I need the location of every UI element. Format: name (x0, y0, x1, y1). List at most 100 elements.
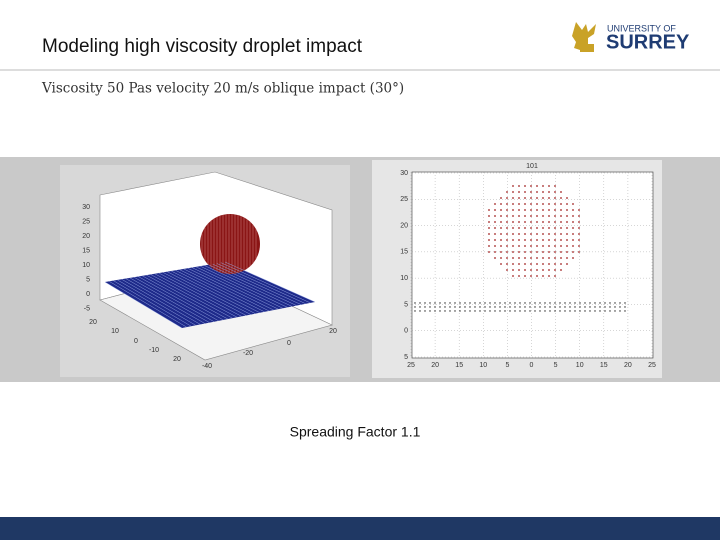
film-point (469, 302, 471, 304)
film-point (559, 302, 561, 304)
x-tick-label: 10 (576, 362, 584, 369)
droplet-point (518, 263, 520, 265)
droplet-point (494, 245, 496, 247)
droplet-point (524, 257, 526, 259)
droplet-point (518, 239, 520, 241)
film-point (474, 306, 476, 308)
droplet-point (542, 209, 544, 211)
slide-title: Modeling high viscosity droplet impact (42, 36, 363, 57)
film-point (564, 306, 566, 308)
droplet-point (566, 245, 568, 247)
droplet-point (554, 233, 556, 235)
film-point (454, 310, 456, 312)
droplet-point (524, 227, 526, 229)
droplet-point (500, 215, 502, 217)
droplet-point (578, 215, 580, 217)
x-tick-label: 5 (554, 362, 558, 369)
x-tick-label: 25 (407, 362, 415, 369)
droplet-point (560, 203, 562, 205)
droplet-point (536, 257, 538, 259)
droplet-point (566, 239, 568, 241)
droplet-point (566, 227, 568, 229)
droplet-point (536, 221, 538, 223)
film-point (549, 306, 551, 308)
film-point (514, 310, 516, 312)
film-point (434, 310, 436, 312)
droplet-point (524, 233, 526, 235)
droplet-point (536, 245, 538, 247)
film-point (529, 302, 531, 304)
film-point (614, 302, 616, 304)
film-point (414, 306, 416, 308)
y-tick-label: 10 (400, 275, 408, 282)
film-hatch (220, 262, 311, 304)
y-tick-label: -40 (202, 363, 212, 370)
droplet-point (554, 203, 556, 205)
film-hatch (179, 269, 265, 313)
film-point (419, 302, 421, 304)
film-point (529, 306, 531, 308)
film-point (599, 310, 601, 312)
subtitle: Viscosity 50 Pas velocity 20 m/s oblique… (41, 81, 404, 97)
film-point (504, 306, 506, 308)
droplet-point (536, 227, 538, 229)
droplet-point (518, 275, 520, 277)
droplet-point (542, 233, 544, 235)
droplet-point (554, 257, 556, 259)
droplet-point (536, 191, 538, 193)
film-point (494, 306, 496, 308)
droplet-point (542, 215, 544, 217)
droplet-point (518, 221, 520, 223)
droplet-point (512, 209, 514, 211)
droplet-point (572, 245, 574, 247)
droplet-point (506, 209, 508, 211)
film-point (479, 306, 481, 308)
x-tick-label: 25 (648, 362, 656, 369)
droplet-point (542, 245, 544, 247)
film-point (494, 310, 496, 312)
droplet-point (560, 239, 562, 241)
film-hatch (195, 266, 284, 309)
y-tick-label: 20 (400, 222, 408, 229)
droplet-point (578, 221, 580, 223)
film-point (534, 310, 536, 312)
droplet-point (554, 239, 556, 241)
droplet-point (554, 197, 556, 199)
logo-line1: UNIVERSITY OF (607, 23, 676, 33)
film-point (549, 310, 551, 312)
droplet-point (578, 227, 580, 229)
droplet-point (494, 227, 496, 229)
film-point (414, 310, 416, 312)
film-point (514, 302, 516, 304)
droplet-point (554, 251, 556, 253)
droplet-point (572, 215, 574, 217)
droplet-point (560, 233, 562, 235)
film-hatch (171, 270, 256, 314)
droplet-point (560, 191, 562, 193)
droplet-point (494, 215, 496, 217)
film-point (499, 306, 501, 308)
droplet-point (524, 251, 526, 253)
droplet-point (542, 275, 544, 277)
droplet-point (524, 215, 526, 217)
droplet-point (530, 245, 532, 247)
film-point (544, 310, 546, 312)
droplet-point (554, 191, 556, 193)
droplet-point (512, 215, 514, 217)
droplet-point (578, 239, 580, 241)
droplet-point (530, 221, 532, 223)
y-tick-label: 25 (400, 196, 408, 203)
film-hatch (104, 281, 183, 329)
droplet-point (566, 197, 568, 199)
droplet-point (524, 185, 526, 187)
film-point (579, 306, 581, 308)
droplet-point (542, 221, 544, 223)
droplet-point (554, 221, 556, 223)
droplet-point (524, 221, 526, 223)
droplet-point (506, 263, 508, 265)
film-hatch (142, 275, 224, 321)
film (105, 262, 315, 328)
film-hatch (125, 278, 206, 324)
film-point (554, 310, 556, 312)
